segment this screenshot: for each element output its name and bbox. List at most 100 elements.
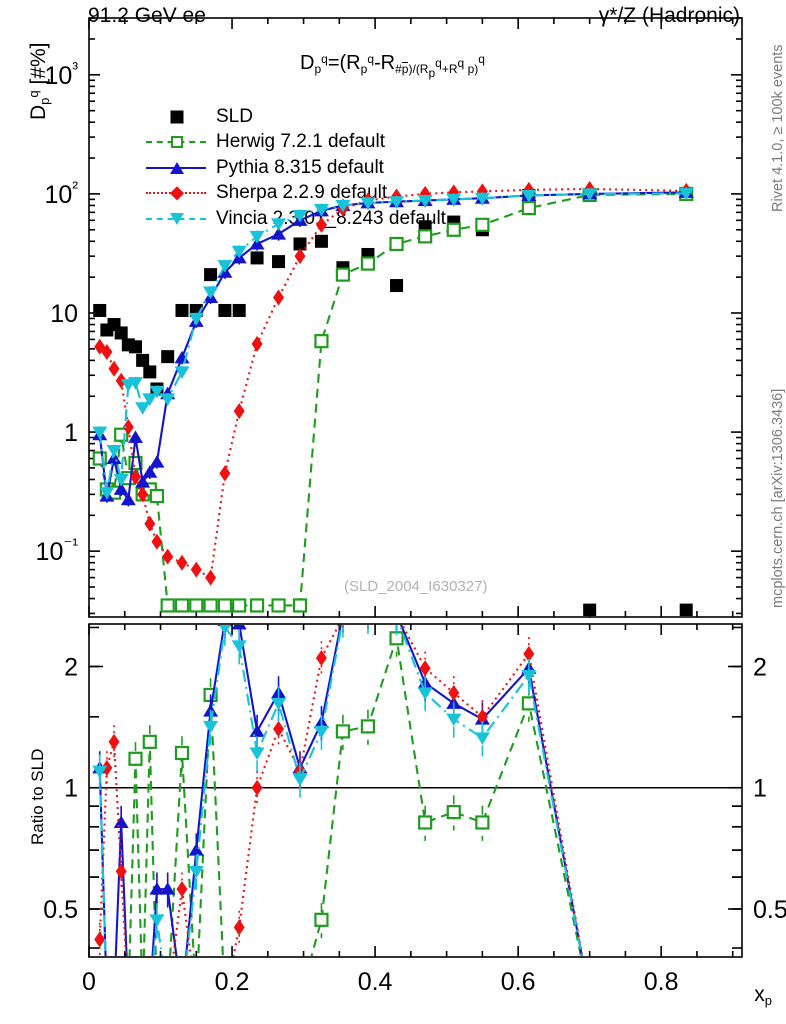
data-point-marker <box>474 192 490 206</box>
legend-item-vincia[interactable]: Vincia 2.3.01_8.243 default <box>146 206 446 232</box>
ratio-series-pythia <box>92 625 597 1004</box>
data-point-marker <box>389 236 404 252</box>
ratio-series-herwig <box>115 625 583 1004</box>
data-point-marker <box>233 403 245 420</box>
data-point-marker <box>294 992 306 1004</box>
data-point-marker <box>149 385 165 399</box>
data-point-marker <box>108 360 120 377</box>
data-point-marker <box>390 279 404 293</box>
data-point-marker <box>342 625 344 627</box>
data-point-marker <box>151 990 162 1006</box>
data-point-marker <box>521 189 537 203</box>
data-point-marker <box>190 992 202 1004</box>
y-tick-label-main: 10² <box>45 178 79 209</box>
data-point-marker <box>335 267 351 282</box>
data-point-marker <box>94 931 106 948</box>
data-point-marker <box>174 745 190 761</box>
data-point-marker <box>314 912 329 927</box>
data-point-marker <box>160 393 176 406</box>
data-point-marker <box>474 732 490 745</box>
data-point-marker <box>250 251 264 265</box>
data-point-marker <box>161 350 175 364</box>
data-point-marker <box>149 914 165 927</box>
data-point-marker <box>135 475 151 488</box>
data-point-marker <box>292 598 308 613</box>
ratio-tick-label-right: 2 <box>753 653 767 681</box>
main-line-vincia <box>98 192 687 493</box>
data-point-marker <box>113 482 129 495</box>
data-point-marker <box>190 561 202 578</box>
data-point-marker <box>251 992 263 1004</box>
data-point-marker <box>681 990 692 1006</box>
data-point-marker <box>142 393 158 406</box>
data-point-marker <box>446 222 461 237</box>
ratio-tick-label-left: 1 <box>64 775 78 803</box>
data-point-marker <box>315 649 327 666</box>
legend-item-pythia[interactable]: Pythia 8.315 default <box>146 155 446 181</box>
data-point-marker <box>174 993 189 1006</box>
data-point-marker <box>122 419 134 436</box>
x-axis-title: xp <box>754 982 772 1008</box>
y-tick-label-main: 10⁻¹ <box>36 535 79 566</box>
data-point-marker <box>335 724 351 739</box>
data-point-marker <box>314 334 329 349</box>
x-tick-label: 0.4 <box>358 968 393 996</box>
data-point-marker <box>115 863 127 880</box>
main-series-sld <box>93 188 693 616</box>
data-point-marker <box>203 286 219 300</box>
data-point-marker <box>128 993 143 1006</box>
data-point-marker <box>271 598 286 613</box>
data-point-marker <box>203 598 218 613</box>
data-point-marker <box>123 990 134 1006</box>
data-point-marker <box>475 217 490 232</box>
main-series-herwig <box>92 186 694 613</box>
legend-key-herwig <box>146 131 206 153</box>
process-label: γ*/Z (Hadronic) <box>598 4 740 27</box>
legend-item-sherpa[interactable]: Sherpa 2.2.9 default <box>146 181 446 207</box>
data-point-marker <box>93 303 107 317</box>
data-point-marker <box>679 603 693 616</box>
data-point-marker <box>174 598 190 613</box>
ratio-tick-label-right: 1 <box>753 775 767 803</box>
main-series-vincia <box>92 187 694 500</box>
y-tick-label-main: 1 <box>64 419 78 447</box>
data-point-marker <box>205 569 217 586</box>
legend-label-vincia: Vincia 2.3.01_8.243 default <box>216 207 446 229</box>
data-point-marker <box>271 218 287 231</box>
data-point-marker <box>162 992 174 1004</box>
data-point-marker <box>188 865 204 879</box>
data-point-marker <box>115 976 127 988</box>
data-point-marker <box>582 188 598 201</box>
data-point-marker <box>113 815 129 828</box>
data-point-marker <box>335 199 351 213</box>
data-point-marker <box>122 992 134 1004</box>
data-point-marker <box>142 465 158 478</box>
data-point-marker <box>293 237 307 251</box>
data-point-marker <box>582 991 597 1004</box>
data-point-marker <box>217 260 233 273</box>
legend-item-sld[interactable]: SLD <box>146 104 446 130</box>
data-point-marker <box>231 245 247 259</box>
legend-item-herwig[interactable]: Herwig 7.2.1 default <box>146 130 446 156</box>
observable-formula: Dpq=(Rpq-R#p)/(Rpq+Rq p)q <box>300 52 485 80</box>
ratio-series-vincia <box>92 625 583 1006</box>
data-point-marker <box>271 697 287 711</box>
legend-marker-square-filled-icon <box>169 106 185 128</box>
data-point-marker <box>160 598 175 613</box>
ratio-line-vincia <box>98 625 583 956</box>
data-point-marker <box>292 773 308 787</box>
data-point-marker <box>233 919 245 936</box>
data-point-marker <box>113 473 129 487</box>
data-point-marker <box>121 991 136 1004</box>
data-point-marker <box>391 606 402 622</box>
data-point-marker <box>151 992 163 1004</box>
data-point-marker <box>217 598 232 613</box>
legend-label-sld: SLD <box>216 105 253 127</box>
data-point-marker <box>294 248 306 265</box>
main-line-sherpa <box>99 187 687 580</box>
ratio-line-sherpa <box>98 625 584 956</box>
data-point-marker <box>142 991 157 1004</box>
ratio-panel-frame <box>88 623 743 958</box>
data-point-marker <box>219 625 231 635</box>
